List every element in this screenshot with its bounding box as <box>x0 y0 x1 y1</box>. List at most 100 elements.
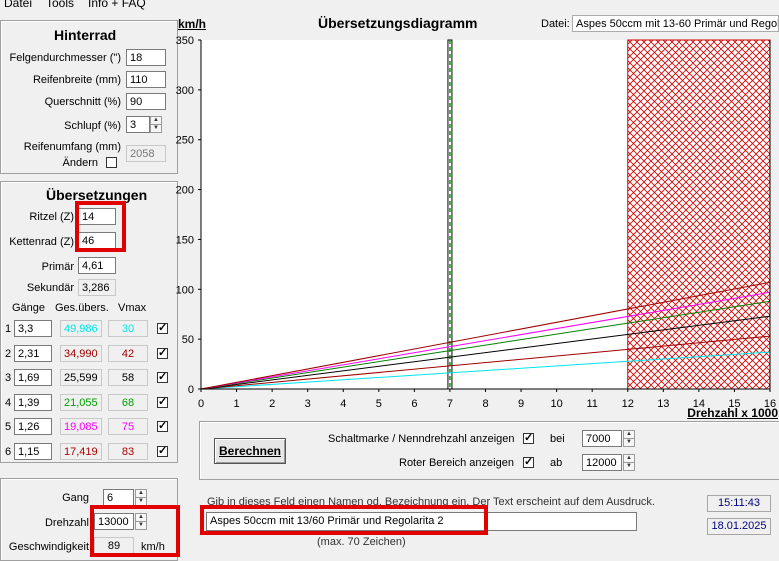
gear-visible-checkbox[interactable]: ✓ <box>157 420 168 433</box>
x-tick-label: 11 <box>586 398 597 410</box>
gear-number: 6 <box>5 446 12 458</box>
gang-spinner[interactable]: ▲ ▼ <box>135 489 147 506</box>
x-tick-label: 7 <box>447 398 453 410</box>
roter-bereich-label: Roter Bereich anzeigen <box>399 457 514 469</box>
gang-input[interactable]: 6 <box>103 489 134 506</box>
gear-ratio-input[interactable]: 1,69 <box>14 369 52 387</box>
y-tick-label: 100 <box>176 284 194 296</box>
x-tick-label: 6 <box>411 398 417 410</box>
x-tick-label: 3 <box>305 398 311 410</box>
ab-input[interactable]: 12000 <box>582 454 622 471</box>
menu-datei[interactable]: Datei <box>4 0 33 10</box>
bei-input[interactable]: 7000 <box>582 430 622 447</box>
x-tick-label: 13 <box>657 398 669 410</box>
date-display: 18.01.2025 <box>707 518 771 535</box>
primaer-input[interactable]: 4,61 <box>78 257 116 274</box>
gear-visible-checkbox[interactable]: ✓ <box>157 371 168 384</box>
querschnitt-input[interactable]: 90 <box>126 93 166 110</box>
y-tick-label: 150 <box>176 234 194 246</box>
time-display: 15:11:43 <box>707 495 771 512</box>
ritzel-input[interactable]: 14 <box>78 208 116 225</box>
drehzahl-input[interactable]: 13000 <box>94 513 134 530</box>
y-tick-label: 200 <box>176 185 194 197</box>
gear-ratio-input[interactable]: 1,15 <box>14 443 52 460</box>
gear-visible-checkbox[interactable]: ✓ <box>157 322 168 334</box>
controls-panel <box>199 421 779 480</box>
gear-vmax: 83 <box>108 443 148 460</box>
drehzahl-spinner[interactable]: ▲ ▼ <box>135 513 147 530</box>
roter-bereich-checkbox[interactable]: ✓ <box>523 456 534 468</box>
drehzahl-highlight <box>90 505 180 557</box>
felgen-input[interactable]: 18 <box>126 49 166 66</box>
schlupf-spinner[interactable]: ▲ ▼ <box>150 116 162 133</box>
gear-vmax: 42 <box>108 344 148 362</box>
x-tick-label: 1 <box>234 398 240 410</box>
gear-total-ratio: 49,986 <box>60 320 102 337</box>
drehzahl-label: Drehzahl <box>44 517 89 529</box>
datei-label: Datei: <box>541 18 570 30</box>
uebersetzungen-title: Übersetzungen <box>46 187 148 203</box>
x-tick-label: 10 <box>551 398 563 410</box>
y-tick-label: 300 <box>176 85 194 97</box>
x-tick-label: 14 <box>693 398 705 410</box>
series-line-6 <box>200 281 771 390</box>
series-line-3 <box>200 315 771 390</box>
gear-ratio-input[interactable]: 3,3 <box>14 320 52 337</box>
aendern-checkbox[interactable] <box>106 157 117 168</box>
umfang-value: 2058 <box>126 145 166 162</box>
kettenrad-label: Kettenrad (Z) <box>9 236 74 248</box>
reifenbreite-input[interactable]: 110 <box>126 71 166 88</box>
berechnen-button[interactable]: Berechnen <box>214 438 286 464</box>
x-tick-label: 12 <box>622 398 634 410</box>
felgen-label: Felgendurchmesser (") <box>9 52 122 64</box>
bei-spinner[interactable]: ▲ ▼ <box>623 430 635 447</box>
schaltmarke-label: Schaltmarke / Nenndrehzahl anzeigen <box>328 433 515 445</box>
max-hint: (max. 70 Zeichen) <box>317 536 406 548</box>
y-axis-unit: km/h <box>178 17 207 31</box>
gear-ratio-input[interactable]: 2,31 <box>14 344 52 362</box>
gear-visible-checkbox[interactable]: ✓ <box>157 395 168 408</box>
gear-vmax: 58 <box>108 369 148 387</box>
schlupf-label: Schlupf (%) <box>64 120 121 132</box>
gear-vmax: 30 <box>108 320 148 337</box>
series-line-2 <box>200 335 771 390</box>
gear-visible-checkbox[interactable]: ✓ <box>157 346 168 359</box>
schlupf-input[interactable]: 3 <box>126 116 150 133</box>
gear-visible-checkbox[interactable]: ✓ <box>157 445 168 457</box>
gear-number: 3 <box>5 372 12 385</box>
gear-number: 5 <box>5 421 12 434</box>
x-tick-label: 5 <box>376 398 382 410</box>
red-zone <box>627 39 771 390</box>
schaltmarke-checkbox[interactable]: ✓ <box>523 432 534 444</box>
ritzel-label: Ritzel (Z) <box>29 211 74 223</box>
gear-total-ratio: 17,419 <box>60 443 102 460</box>
gear-ratio-input[interactable]: 1,39 <box>14 393 52 411</box>
x-tick-label: 0 <box>198 398 204 410</box>
gear-total-ratio: 34,990 <box>60 344 102 362</box>
gear-number: 2 <box>5 347 12 360</box>
y-tick-label: 250 <box>176 135 194 147</box>
reifenbreite-label: Reifenbreite (mm) <box>32 74 121 86</box>
gear-total-ratio: 25,599 <box>60 369 102 387</box>
col-vmax: Vmax <box>118 302 147 314</box>
datei-input[interactable]: Aspes 50ccm mit 13-60 Primär und Regolar… <box>572 15 779 32</box>
ab-label: ab <box>550 457 563 469</box>
menu-tools[interactable]: Tools <box>46 0 75 10</box>
gear-vmax: 75 <box>108 418 148 436</box>
x-tick-label: 16 <box>764 398 776 410</box>
ab-spinner[interactable]: ▲ ▼ <box>623 454 635 471</box>
name-input[interactable]: Aspes 50ccm mit 13/60 Primär und Regolar… <box>206 512 637 531</box>
geschw-label: Geschwindigkeit <box>8 541 89 553</box>
gear-number: 1 <box>5 323 12 335</box>
gear-ratio-input[interactable]: 1,26 <box>14 418 52 436</box>
series-line-1 <box>200 351 771 390</box>
x-tick-label: 15 <box>728 398 740 410</box>
gear-total-ratio: 21,055 <box>60 393 102 411</box>
umfang-label: Reifenumfang (mm) <box>23 141 121 153</box>
ritzel-kettenrad-highlight <box>75 201 126 252</box>
bei-label: bei <box>550 433 565 445</box>
series-line-5 <box>200 291 771 390</box>
gear-total-ratio: 19,085 <box>60 418 102 436</box>
series-line-4 <box>200 300 771 390</box>
menu-info-faq[interactable]: Info + FAQ <box>88 0 146 10</box>
